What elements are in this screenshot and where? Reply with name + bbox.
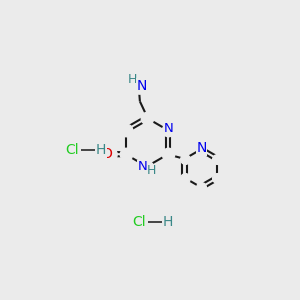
Text: H: H — [128, 74, 137, 86]
Text: H: H — [96, 143, 106, 157]
Text: N: N — [196, 141, 207, 155]
Text: H: H — [147, 164, 157, 177]
Text: O: O — [101, 147, 112, 161]
Text: Cl: Cl — [65, 143, 79, 157]
Text: N: N — [164, 122, 174, 136]
Text: Cl: Cl — [132, 215, 146, 229]
Text: N: N — [136, 79, 147, 93]
Text: N: N — [138, 160, 148, 173]
Text: H: H — [163, 215, 173, 229]
